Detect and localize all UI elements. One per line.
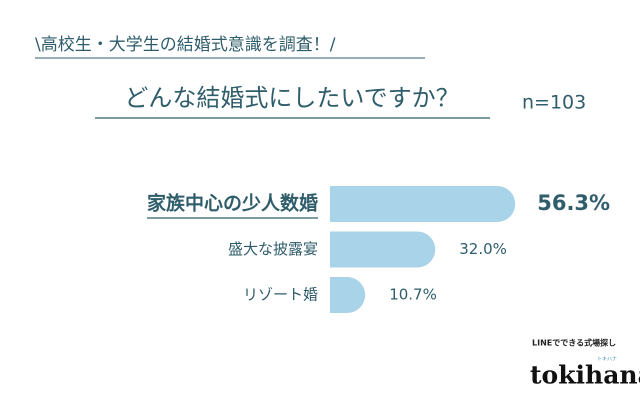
logo-tagline: LINEでできる式場探し	[532, 338, 616, 348]
bar	[330, 186, 516, 222]
category-label: 盛大な披露宴	[228, 240, 318, 258]
bar	[330, 277, 366, 313]
value-label: 56.3%	[537, 191, 610, 215]
logo: tokihana	[530, 361, 640, 390]
category-label: 家族中心の少人数婚	[147, 192, 318, 215]
value-label: 10.7%	[389, 286, 437, 304]
logo-kana: トキハナ	[597, 357, 617, 363]
category-label: リゾート婚	[243, 286, 318, 304]
bar	[330, 231, 436, 268]
value-label: 32.0%	[459, 240, 507, 258]
chart-subtitle: どんな結婚式にしたいですか？	[124, 84, 459, 112]
chart-title: \高校生・大学生の結婚式意識を調査！/	[35, 35, 336, 55]
sample-size: n=103	[522, 92, 586, 114]
